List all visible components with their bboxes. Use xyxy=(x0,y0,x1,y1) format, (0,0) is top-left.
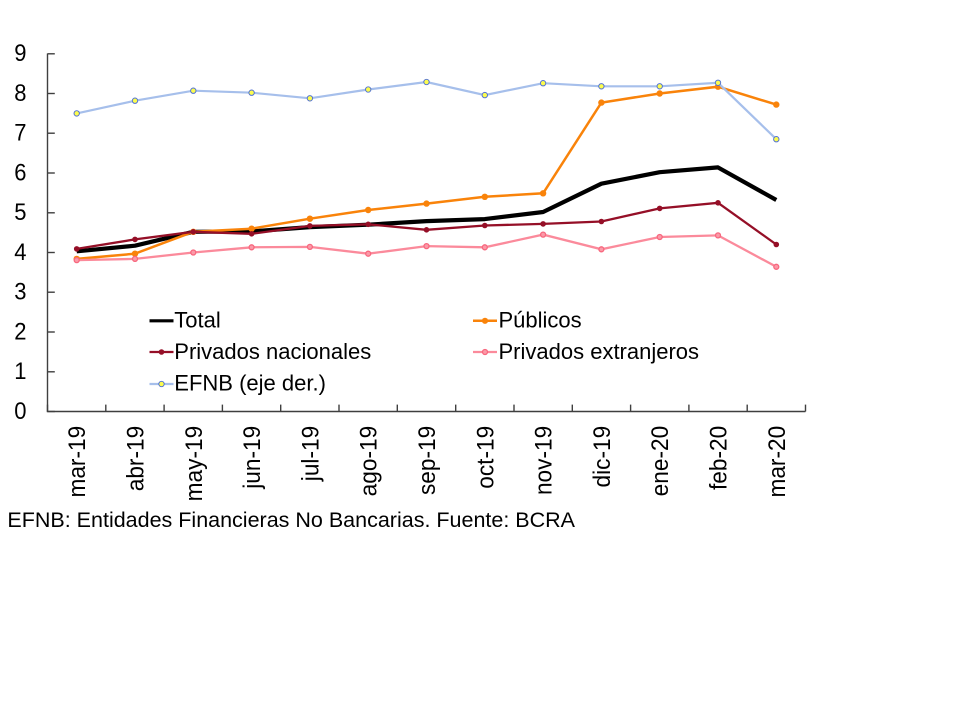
svg-text:8: 8 xyxy=(14,79,26,106)
svg-text:3: 3 xyxy=(14,278,26,305)
svg-text:oct-19: oct-19 xyxy=(472,426,499,489)
svg-text:7: 7 xyxy=(14,119,26,146)
svg-text:Privados extranjeros: Privados extranjeros xyxy=(499,339,700,364)
svg-text:sep-19: sep-19 xyxy=(414,426,441,495)
svg-text:abr-19: abr-19 xyxy=(122,426,149,491)
svg-text:1: 1 xyxy=(14,357,26,384)
svg-text:jun-19: jun-19 xyxy=(239,426,266,490)
svg-text:0: 0 xyxy=(14,397,26,424)
svg-text:4: 4 xyxy=(14,238,26,265)
svg-text:mar-19: mar-19 xyxy=(64,426,91,498)
svg-text:ene-20: ene-20 xyxy=(647,426,674,497)
svg-text:mar-20: mar-20 xyxy=(763,426,790,498)
svg-text:EFNB: Entidades Financieras No: EFNB: Entidades Financieras No Bancarias… xyxy=(7,508,575,532)
svg-text:ago-19: ago-19 xyxy=(355,426,382,497)
svg-text:feb-20: feb-20 xyxy=(705,426,732,490)
svg-text:Total: Total xyxy=(174,308,220,333)
svg-text:jul-19: jul-19 xyxy=(297,426,324,482)
svg-text:5: 5 xyxy=(14,198,26,225)
svg-text:EFNB (eje der.): EFNB (eje der.) xyxy=(174,371,326,396)
svg-text:dic-19: dic-19 xyxy=(588,426,615,488)
svg-text:nov-19: nov-19 xyxy=(530,426,557,495)
svg-text:may-19: may-19 xyxy=(180,426,207,502)
svg-text:9: 9 xyxy=(14,39,26,66)
svg-text:6: 6 xyxy=(14,158,26,185)
svg-text:2: 2 xyxy=(14,317,26,344)
svg-text:Privados nacionales: Privados nacionales xyxy=(174,339,371,364)
svg-text:Públicos: Públicos xyxy=(499,308,582,333)
